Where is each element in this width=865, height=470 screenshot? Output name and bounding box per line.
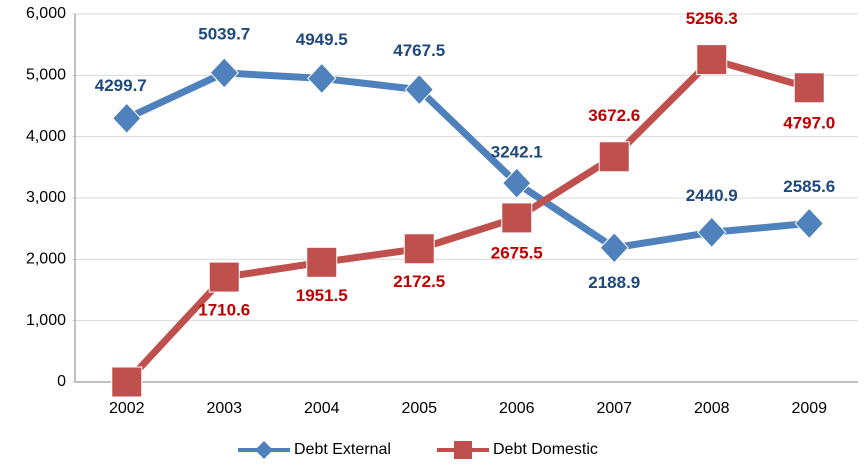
- value-label: 1710.6: [198, 301, 250, 320]
- x-tick-label: 2003: [206, 400, 242, 417]
- marker: [112, 102, 142, 135]
- series-line: [124, 56, 811, 385]
- x-tick-label: 2005: [401, 400, 437, 417]
- marker: [403, 233, 435, 265]
- marker: [793, 72, 825, 104]
- value-label: 3672.6: [588, 106, 640, 125]
- legend-label: Debt Domestic: [493, 441, 598, 458]
- legend-label: Debt External: [294, 441, 391, 458]
- y-tick-label: 0: [57, 373, 66, 390]
- y-tick-label: 2,000: [26, 251, 66, 268]
- marker: [598, 141, 630, 173]
- marker: [794, 207, 824, 240]
- marker: [501, 202, 533, 234]
- x-tick-label: 2008: [694, 400, 730, 417]
- y-tick-label: 3,000: [26, 189, 66, 206]
- value-label: 2188.9: [588, 273, 640, 292]
- x-tick-label: 2002: [109, 400, 145, 417]
- y-tick-label: 5,000: [26, 67, 66, 84]
- x-tick-label: 2007: [596, 400, 632, 417]
- value-label: 3242.1: [491, 143, 543, 162]
- x-tick-label: 2009: [791, 400, 827, 417]
- value-label: 5256.3: [686, 9, 738, 28]
- legend-marker: [454, 441, 472, 459]
- y-tick-label: 4,000: [26, 128, 66, 145]
- series-line: [125, 69, 810, 252]
- x-tick-label: 2006: [499, 400, 535, 417]
- y-tick-label: 6,000: [26, 5, 66, 22]
- marker: [502, 167, 532, 199]
- value-label: 4767.5: [393, 41, 445, 60]
- value-label: 2172.5: [393, 272, 445, 291]
- marker: [404, 73, 434, 106]
- y-tick-label: 1,000: [26, 312, 66, 329]
- value-label: 4949.5: [296, 30, 348, 49]
- marker: [307, 62, 337, 95]
- marker: [696, 44, 728, 76]
- value-label: 2440.9: [686, 186, 738, 205]
- marker: [599, 232, 629, 264]
- value-label: 2585.6: [783, 177, 835, 196]
- legend-marker: [255, 441, 273, 459]
- value-label: 4797.0: [783, 113, 835, 132]
- x-tick-label: 2004: [304, 400, 340, 417]
- value-label: 1951.5: [296, 286, 348, 305]
- marker: [209, 57, 239, 89]
- value-label: 2675.5: [491, 243, 543, 262]
- value-label: 4299.7: [95, 76, 147, 95]
- value-label: 5039.7: [198, 24, 250, 43]
- marker: [697, 216, 727, 249]
- marker: [306, 246, 338, 278]
- marker: [208, 261, 240, 293]
- marker: [111, 366, 143, 398]
